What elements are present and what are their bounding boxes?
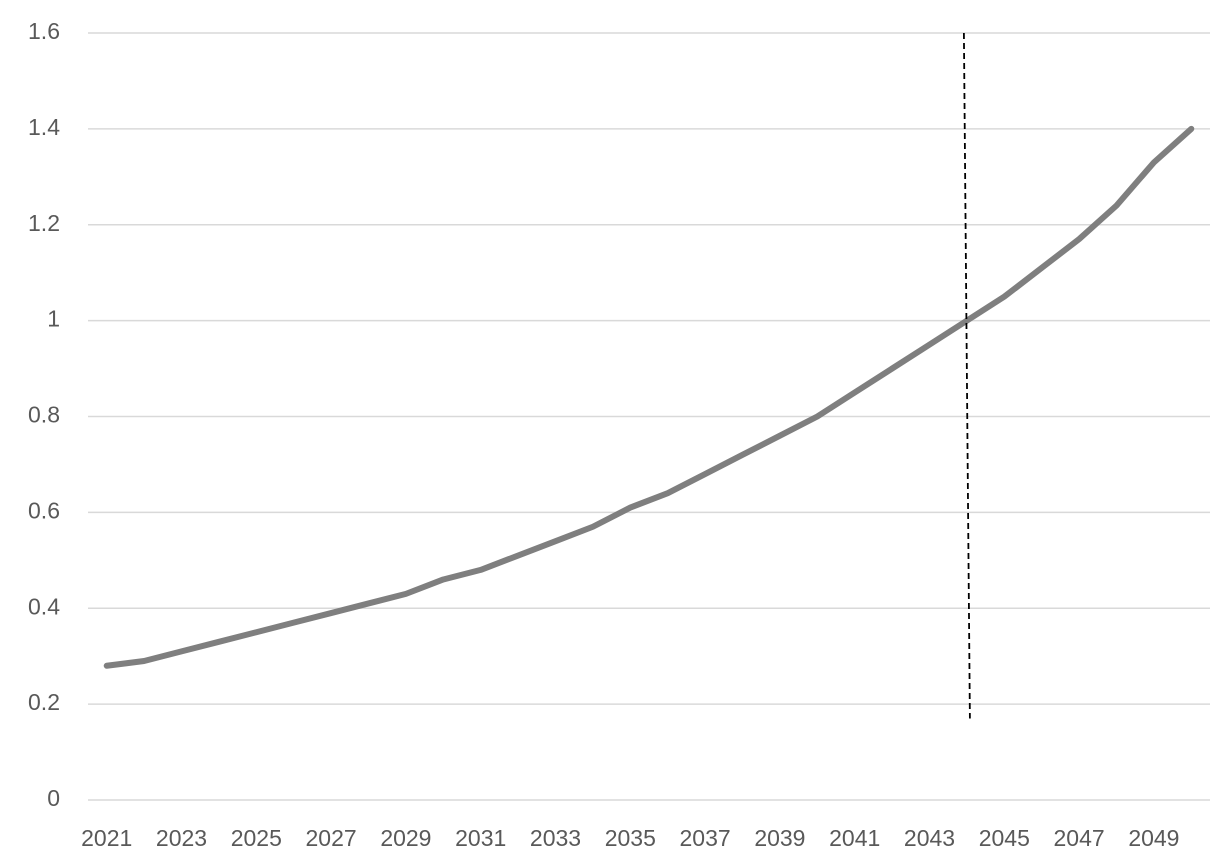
x-tick-label: 2021 — [81, 825, 132, 851]
x-tick-label: 2029 — [380, 825, 431, 851]
x-tick-label: 2039 — [754, 825, 805, 851]
x-tick-label: 2027 — [306, 825, 357, 851]
x-tick-label: 2047 — [1054, 825, 1105, 851]
y-tick-label: 1.4 — [28, 114, 60, 140]
y-tick-label: 0.4 — [28, 593, 60, 619]
x-tick-label: 2025 — [231, 825, 282, 851]
y-tick-label: 0.8 — [28, 402, 60, 428]
y-tick-label: 1.6 — [28, 18, 60, 44]
y-tick-label: 0 — [47, 785, 60, 811]
x-tick-label: 2045 — [979, 825, 1030, 851]
x-tick-label: 2041 — [829, 825, 880, 851]
y-tick-label: 0.2 — [28, 689, 60, 715]
x-tick-label: 2043 — [904, 825, 955, 851]
x-tick-label: 2037 — [680, 825, 731, 851]
y-tick-label: 1 — [47, 306, 60, 332]
x-tick-label: 2035 — [605, 825, 656, 851]
x-tick-label: 2031 — [455, 825, 506, 851]
data-line — [103, 125, 1195, 669]
reference-line — [963, 32, 971, 719]
y-tick-label: 1.2 — [28, 210, 60, 236]
x-tick-label: 2023 — [156, 825, 207, 851]
x-tick-label: 2033 — [530, 825, 581, 851]
y-tick-label: 0.6 — [28, 497, 60, 523]
x-tick-label: 2049 — [1128, 825, 1179, 851]
